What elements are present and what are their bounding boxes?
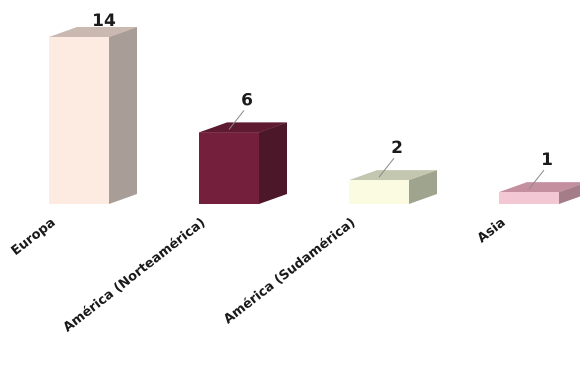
bar-side-face — [109, 27, 137, 204]
bar-0 — [49, 27, 137, 204]
category-label: América (Sudamérica) — [221, 215, 358, 327]
bar-front-face — [49, 37, 109, 204]
bar-3 — [499, 182, 580, 204]
bar-1 — [199, 122, 287, 204]
category-label: Europa — [9, 215, 59, 259]
value-label: 14 — [92, 11, 116, 31]
category-label: Asia — [475, 215, 509, 246]
bar-top-face — [199, 122, 287, 133]
bar-side-face — [559, 184, 580, 204]
value-leader-line — [528, 169, 545, 190]
bar-front-face — [349, 180, 409, 204]
bar-top-face — [349, 170, 437, 181]
bar-top-face — [499, 182, 580, 193]
bar-side-face — [259, 122, 287, 204]
value-leader-line — [228, 110, 245, 130]
bar-side-face — [409, 170, 437, 204]
value-label: 2 — [391, 138, 403, 158]
category-label: América (Norteamérica) — [61, 215, 209, 335]
bar-front-face — [499, 192, 559, 204]
bar-front-face — [199, 132, 259, 204]
value-label: 6 — [241, 90, 253, 110]
value-leader-line — [378, 157, 395, 178]
value-label: 1 — [541, 150, 553, 170]
bar-2 — [349, 170, 437, 204]
bar-top-face — [49, 27, 137, 37]
